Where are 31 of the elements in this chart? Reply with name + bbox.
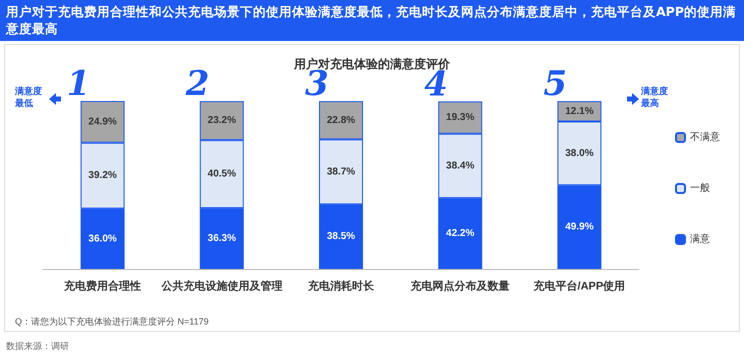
data-label: 36.0%: [88, 233, 117, 244]
data-label: 23.2%: [208, 115, 236, 126]
data-label: 38.4%: [446, 160, 474, 172]
x-tick-label: 充电消耗时长: [307, 280, 375, 292]
source-note: 数据来源：调研: [6, 340, 69, 353]
annotation: 5: [543, 64, 568, 104]
x-tick-label: 充电网点分布及数量: [410, 280, 510, 292]
legend-label: 不满意: [690, 131, 720, 143]
data-label: 22.8%: [326, 114, 356, 126]
data-label: 12.1%: [565, 106, 594, 117]
legend-label: 一般: [690, 183, 710, 194]
x-tick-label: 公共充电设施使用及管理: [160, 280, 282, 292]
data-label: 24.9%: [88, 116, 117, 128]
data-label: 38.7%: [326, 166, 356, 178]
data-label: 42.2%: [446, 228, 474, 240]
data-label: 49.9%: [565, 222, 594, 233]
data-label: 39.2%: [88, 170, 117, 182]
x-tick-label: 充电费用合理性: [63, 280, 142, 292]
annotation: 1: [66, 64, 90, 104]
data-label: 38.5%: [326, 231, 356, 242]
text: 满意度最低: [14, 86, 42, 108]
annotation: 2: [184, 64, 210, 104]
data-label: 40.5%: [208, 168, 236, 180]
x-tick-label: 充电平台/APP使用: [532, 280, 626, 292]
legend-label: 满意: [690, 233, 710, 245]
data-label: 19.3%: [446, 112, 474, 124]
text: 满意度最高: [640, 86, 668, 108]
data-label: 38.0%: [565, 148, 594, 159]
chart-subtitle: 用户对于充电费用合理性和公共充电场景下的使用体验满意度最低，充电时长及网点分布满意度居中，充电平台及APP的使用满意度最高: [0, 0, 744, 41]
data-label: 36.3%: [208, 233, 236, 244]
text: Q：请您为以下充电体验进行满意度评分 N=1179: [15, 316, 209, 326]
